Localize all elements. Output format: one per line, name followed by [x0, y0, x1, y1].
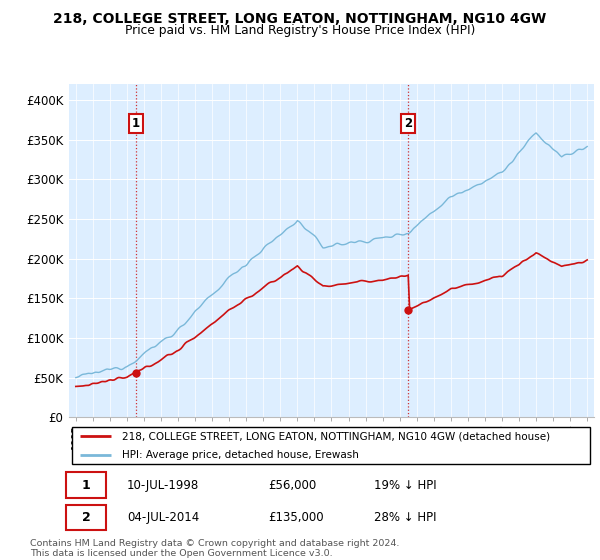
- Text: 218, COLLEGE STREET, LONG EATON, NOTTINGHAM, NG10 4GW: 218, COLLEGE STREET, LONG EATON, NOTTING…: [53, 12, 547, 26]
- Text: 04-JUL-2014: 04-JUL-2014: [127, 511, 199, 524]
- FancyBboxPatch shape: [71, 427, 590, 464]
- Text: 2: 2: [404, 117, 412, 130]
- Text: £56,000: £56,000: [269, 479, 317, 492]
- Text: 10-JUL-1998: 10-JUL-1998: [127, 479, 199, 492]
- Text: 2: 2: [82, 511, 91, 524]
- Text: 1: 1: [132, 117, 140, 130]
- Text: Price paid vs. HM Land Registry's House Price Index (HPI): Price paid vs. HM Land Registry's House …: [125, 24, 475, 37]
- FancyBboxPatch shape: [67, 505, 106, 530]
- FancyBboxPatch shape: [67, 472, 106, 498]
- Text: 28% ↓ HPI: 28% ↓ HPI: [373, 511, 436, 524]
- Text: 19% ↓ HPI: 19% ↓ HPI: [373, 479, 436, 492]
- Text: 218, COLLEGE STREET, LONG EATON, NOTTINGHAM, NG10 4GW (detached house): 218, COLLEGE STREET, LONG EATON, NOTTING…: [121, 432, 550, 441]
- Text: 1: 1: [82, 479, 91, 492]
- Text: Contains HM Land Registry data © Crown copyright and database right 2024.
This d: Contains HM Land Registry data © Crown c…: [30, 539, 400, 558]
- Text: £135,000: £135,000: [269, 511, 324, 524]
- Text: HPI: Average price, detached house, Erewash: HPI: Average price, detached house, Erew…: [121, 450, 358, 460]
